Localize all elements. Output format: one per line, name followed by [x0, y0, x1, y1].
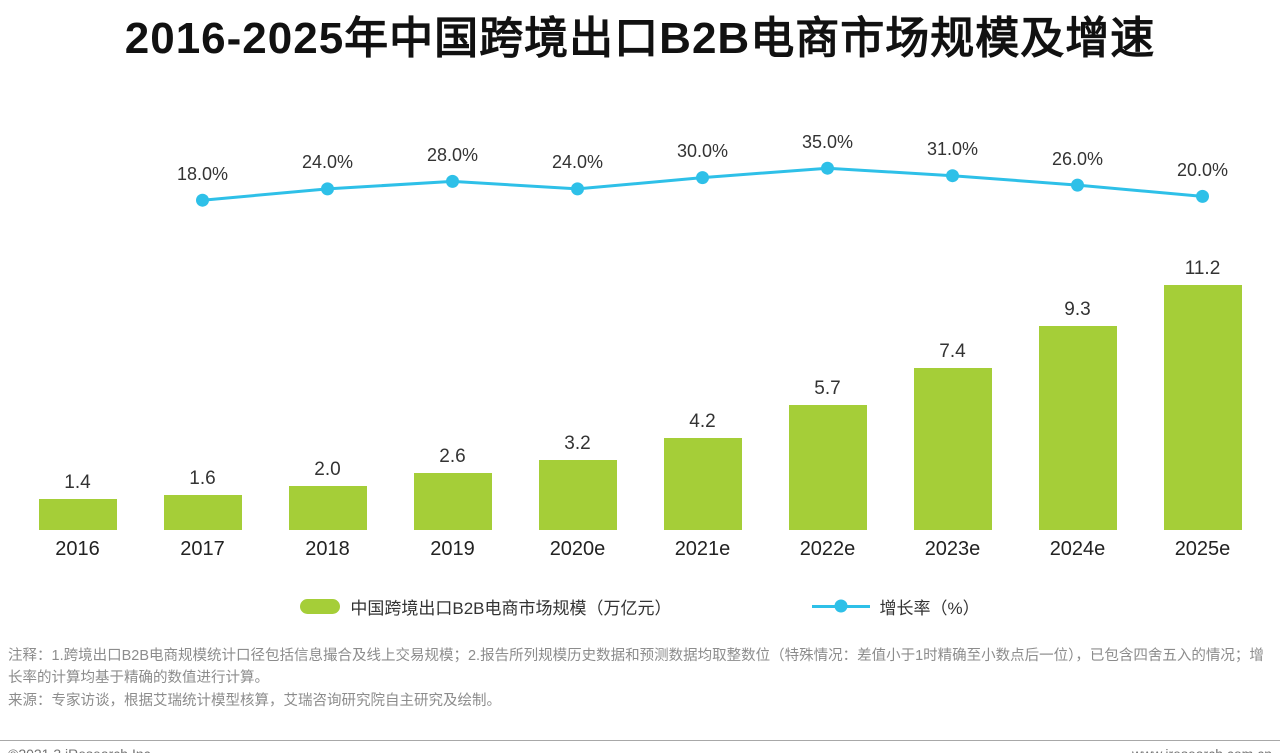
line-point-2017: [196, 193, 209, 207]
x-axis-label-2019: 2019: [430, 537, 475, 560]
x-axis-label-2017: 2017: [180, 537, 225, 560]
x-axis-label-2018: 2018: [305, 537, 350, 560]
bar-value-label-2024e: 9.3: [1064, 298, 1091, 320]
bar-value-label-2019: 2.6: [439, 445, 466, 467]
bar-value-label-2023e: 7.4: [939, 340, 966, 362]
x-axis-label-2023e: 2023e: [924, 537, 981, 560]
line-point-2024e: [1071, 178, 1084, 192]
bar-2022e: [788, 404, 867, 530]
growth-rate-label-2019: 28.0%: [426, 144, 479, 165]
growth-rate-label-2024e: 26.0%: [1051, 148, 1104, 169]
bar-value-label-2018: 2.0: [314, 458, 341, 480]
line-point-2025e: [1196, 189, 1209, 203]
growth-rate-label-2023e: 31.0%: [926, 139, 979, 160]
x-axis-label-2016: 2016: [55, 537, 100, 560]
x-axis-label-2024e: 2024e: [1049, 537, 1106, 560]
bar-value-label-2020e: 3.2: [564, 432, 591, 454]
x-axis-label-2021e: 2021e: [674, 537, 731, 560]
website-link[interactable]: www.iresearch.com.cn: [1132, 746, 1272, 753]
line-point-2020e: [571, 181, 584, 195]
growth-rate-label-2021e: 30.0%: [676, 141, 729, 162]
growth-rate-label-2017: 18.0%: [176, 163, 229, 184]
x-axis-label-2025e: 2025e: [1174, 537, 1231, 560]
legend-label-market-size: 中国跨境出口B2B电商市场规模（万亿元）: [350, 598, 672, 618]
x-axis-labels: 2016 2017 2018 2019 2020e 2021e 2022e 2023e 2024…: [0, 530, 1280, 568]
line-point-2019: [446, 174, 459, 188]
bar-2021e: [663, 437, 742, 530]
footnotes: 注释：1.跨境出口B2B电商规模统计口径包括信息撮合及线上交易规模；2.报告所列…: [8, 645, 1272, 712]
bar-2020e: [538, 459, 617, 530]
growth-line-layer: [196, 161, 1209, 207]
line-point-2018: [321, 181, 334, 195]
bar-2016: [38, 498, 117, 530]
bar-value-label-2022e: 5.7: [814, 377, 841, 399]
line-point-2022e: [821, 161, 834, 175]
line-legend-dot: [834, 599, 847, 613]
growth-rate-label-2018: 24.0%: [301, 152, 354, 173]
legend: 中国跨境出口B2B电商市场规模（万亿元） 增长率（%）: [0, 594, 1280, 619]
bar-value-label-2021e: 4.2: [689, 410, 716, 432]
footer: ©2021.3 iResearch Inc. www.iresearch.com…: [0, 740, 1280, 753]
bar-2017: [163, 494, 242, 530]
note-annotation: 注释：1.跨境出口B2B电商规模统计口径包括信息撮合及线上交易规模；2.报告所列…: [8, 647, 1264, 687]
copyright-text: ©2021.3 iResearch Inc.: [8, 746, 155, 753]
note-source: 来源：专家访谈，根据艾瑞统计模型核算，艾瑞咨询研究院自主研究及绘制。: [8, 692, 501, 709]
legend-item-market-size: 中国跨境出口B2B电商市场规模（万亿元）: [300, 594, 672, 619]
bar-2025e: [1163, 284, 1242, 530]
legend-item-growth-rate: 增长率（%）: [811, 594, 980, 619]
bar-2024e: [1038, 325, 1117, 530]
line-point-2023e: [946, 168, 959, 182]
bar-value-label-2025e: 11.2: [1184, 257, 1221, 279]
bar-value-label-2017: 1.6: [189, 467, 216, 489]
growth-rate-label-2022e: 35.0%: [801, 131, 854, 152]
growth-rate-label-2025e: 20.0%: [1176, 159, 1229, 180]
page-title: 2016-2025年中国跨境出口B2B电商市场规模及增速: [124, 14, 1156, 63]
x-axis-label-2022e: 2022e: [799, 537, 856, 560]
legend-label-growth-rate: 增长率（%）: [879, 598, 980, 618]
bar-series-layer: 1.4 1.6 2.0 2.6 3.2 4.2 5.7 7.4 9.3 11.2: [0, 95, 1280, 530]
bar-2019: [413, 472, 492, 530]
ireport-chart-page: 2016-2025年中国跨境出口B2B电商市场规模及增速 1.4 1.6 2.0 2.…: [0, 14, 1280, 753]
bar-2018: [288, 485, 367, 530]
line-legend-swatch: [811, 599, 870, 613]
bar-2023e: [913, 367, 992, 530]
growth-rate-label-2020e: 24.0%: [551, 152, 604, 173]
x-axis-label-2020e: 2020e: [549, 537, 606, 560]
line-point-2021e: [696, 170, 709, 184]
bar-legend-swatch: [300, 598, 341, 614]
bar-value-label-2016: 1.4: [64, 471, 91, 493]
combo-chart: 1.4 1.6 2.0 2.6 3.2 4.2 5.7 7.4 9.3 11.2 18.0% 24.…: [0, 95, 1280, 530]
